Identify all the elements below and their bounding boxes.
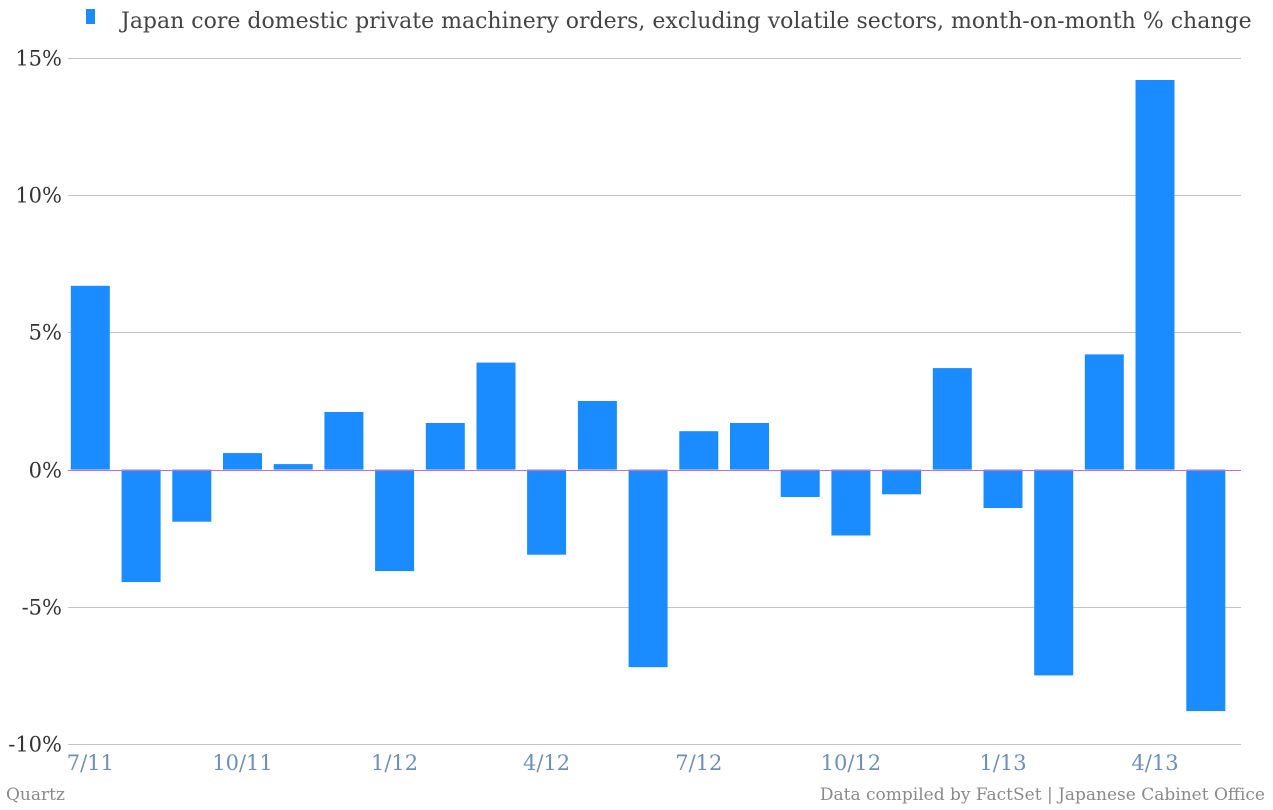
x-tick-label: 4/13	[1131, 751, 1178, 775]
bar	[476, 362, 516, 470]
bar	[628, 469, 668, 668]
bar	[983, 469, 1023, 508]
bar	[70, 285, 110, 470]
bar	[324, 412, 364, 470]
legend-label: Japan core domestic private machinery or…	[119, 9, 1252, 34]
bar	[780, 469, 820, 497]
y-axis-ticks: 15% 10% 5% 0% -5% -10%	[8, 47, 62, 757]
bar	[172, 469, 212, 522]
bar	[882, 469, 922, 495]
x-tick-label: 7/11	[67, 751, 114, 775]
x-tick-label: 10/11	[212, 751, 273, 775]
footer-source-right: Data compiled by FactSet | Japanese Cabi…	[820, 785, 1265, 805]
bars	[70, 80, 1226, 712]
bar	[273, 464, 313, 470]
x-axis-ticks: 7/11 10/11 1/12 4/12 7/12 10/12 1/13 4/13	[67, 751, 1179, 775]
bar	[679, 431, 719, 470]
bar	[425, 423, 465, 470]
footer-source-left: Quartz	[6, 785, 65, 805]
bar	[121, 469, 161, 583]
bar	[577, 401, 617, 470]
x-tick-label: 10/12	[821, 751, 882, 775]
y-tick-label: -5%	[22, 596, 62, 620]
x-tick-label: 1/12	[371, 751, 418, 775]
y-tick-label: -10%	[8, 733, 62, 757]
bar	[1135, 80, 1175, 470]
bar	[375, 469, 415, 572]
y-tick-label: 15%	[15, 47, 62, 71]
bar	[1034, 469, 1074, 676]
x-tick-label: 1/13	[979, 751, 1026, 775]
bar	[1186, 469, 1226, 712]
legend-swatch	[86, 9, 95, 24]
bar	[831, 469, 871, 536]
y-tick-label: 0%	[29, 459, 62, 483]
y-tick-label: 10%	[15, 184, 62, 208]
bar	[1084, 354, 1124, 470]
bar	[527, 469, 567, 555]
y-tick-label: 5%	[29, 321, 62, 345]
legend: Japan core domestic private machinery or…	[86, 9, 1252, 34]
x-tick-label: 7/12	[675, 751, 722, 775]
bar	[730, 423, 769, 470]
bar	[932, 368, 972, 470]
x-tick-label: 4/12	[523, 751, 570, 775]
bar	[223, 453, 262, 470]
